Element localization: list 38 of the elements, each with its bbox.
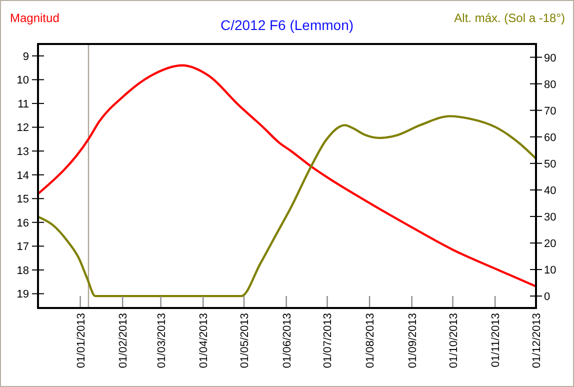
y-tick-label: 13 bbox=[16, 146, 29, 158]
x-tick-label: 01/12/2013 bbox=[531, 313, 543, 368]
y-tick-label: 17 bbox=[16, 241, 29, 254]
y2-tick-label: 0 bbox=[544, 291, 550, 304]
line-series bbox=[36, 64, 538, 288]
y2-tick-label: 20 bbox=[544, 238, 556, 250]
x-tick-label: 01/06/2013 bbox=[281, 313, 294, 368]
y-tick-label: 14 bbox=[16, 170, 29, 182]
y-tick-label: 12 bbox=[16, 122, 29, 134]
x-tick-label: 01/01/2013 bbox=[75, 313, 88, 368]
x-tick-label: 01/02/2013 bbox=[118, 313, 130, 368]
y2-tick-label: 10 bbox=[544, 264, 556, 277]
y2-tick-label: 40 bbox=[544, 184, 556, 197]
y-tick-label: 18 bbox=[16, 264, 29, 277]
x-tick-label: 01/07/2013 bbox=[322, 313, 334, 368]
y-tick-label: 10 bbox=[16, 74, 29, 87]
y-tick-label: 19 bbox=[16, 288, 29, 301]
y2-tick-label: 50 bbox=[544, 158, 556, 170]
x-tick-label: 01/08/2013 bbox=[364, 313, 377, 368]
y-tick-label: 16 bbox=[16, 217, 29, 230]
y-tick-label: 11 bbox=[18, 98, 29, 110]
y2-tick-label: 70 bbox=[544, 105, 556, 118]
x-tick-label: 01/10/2013 bbox=[448, 313, 460, 368]
chart-title: C/2012 F6 (Lemmon) bbox=[220, 17, 354, 33]
y2-tick-label: 90 bbox=[544, 52, 556, 64]
y-tick-label: 9 bbox=[22, 50, 29, 63]
y-axis-title: Magnitud bbox=[10, 11, 60, 25]
x-tick-label: 01/11/2013 bbox=[490, 313, 502, 368]
y2-tick-label: 30 bbox=[544, 211, 556, 224]
y-tick-label: 15 bbox=[16, 194, 29, 206]
y2-axis-title: Alt. máx. (Sol a -18°) bbox=[454, 11, 565, 25]
x-tick-label: 01/05/2013 bbox=[239, 313, 252, 368]
y2-tick-label: 60 bbox=[544, 132, 556, 144]
y2-tick-label: 80 bbox=[544, 78, 556, 91]
x-tick-label: 01/04/2013 bbox=[198, 313, 210, 368]
x-tick-label: 01/09/2013 bbox=[406, 313, 419, 368]
x-tick-label: 01/03/2013 bbox=[156, 313, 168, 368]
line-series bbox=[36, 115, 538, 298]
